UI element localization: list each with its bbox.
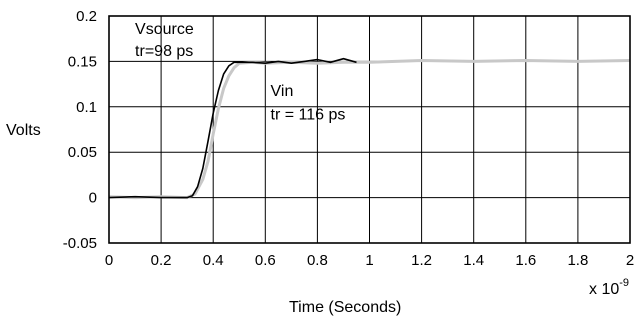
x-axis-label: Time (Seconds) — [289, 299, 401, 316]
x-tick-label: 0 — [105, 252, 113, 269]
y-tick-label: 0 — [89, 190, 97, 207]
x-tick-label: 1.4 — [463, 252, 484, 269]
annotation-text: tr=98 ps — [135, 43, 193, 60]
annotation-text: Vin — [271, 83, 294, 100]
x-tick-label: 0.6 — [255, 252, 276, 269]
annotations: Vsource tr=98 ps Vin tr = 116 ps — [135, 21, 345, 123]
x-tick-label: 1.8 — [567, 252, 588, 269]
x-axis-multiplier-base: x 10 — [589, 281, 619, 298]
annotation-text: tr = 116 ps — [271, 107, 346, 124]
series-layer — [108, 57, 631, 200]
x-tick-label: 1.2 — [411, 252, 432, 269]
y-axis-label: Volts — [6, 122, 41, 139]
x-axis-multiplier: x 10-9 — [589, 277, 629, 298]
series-line — [108, 57, 357, 199]
x-tick-label: 0.8 — [307, 252, 328, 269]
x-tick-label: 0.4 — [203, 252, 224, 269]
plot-frame — [108, 15, 631, 244]
y-tick-label: -0.05 — [63, 235, 97, 252]
y-tick-label: 0.1 — [76, 99, 97, 116]
x-tick-label: 2 — [626, 252, 634, 269]
x-tick-label: 0.2 — [151, 252, 172, 269]
y-tick-label: 0.05 — [68, 144, 97, 161]
y-tick-label: 0.2 — [76, 8, 97, 25]
x-tick-label: 1.6 — [515, 252, 536, 269]
x-tick-label: 1 — [365, 252, 373, 269]
annotation-text: Vsource — [135, 21, 194, 38]
tick-labels: 0 0.2 0.4 0.6 0.8 1 1.2 1.4 1.6 1.8 2 -0.05 0 0.05 0.1… — [63, 8, 634, 269]
y-tick-label: 0.15 — [68, 53, 97, 70]
x-axis-multiplier-exponent: -9 — [619, 277, 629, 289]
